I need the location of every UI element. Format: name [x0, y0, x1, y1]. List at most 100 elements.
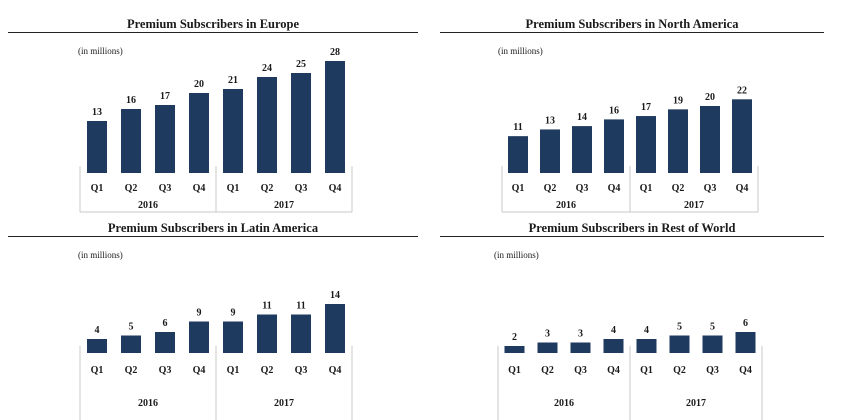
bar: [735, 332, 756, 353]
chart-title: Premium Subscribers in Latin America: [107, 221, 319, 235]
bar-chart-north-america: 11 Q1 13 Q2 14 Q3 16 Q4 17 Q1 19 Q2 20 Q3 22 Q4 2016 2017: [501, 85, 759, 213]
x-tick-label: Q4: [608, 183, 621, 194]
data-label: 4: [95, 325, 100, 336]
data-label: 17: [641, 102, 651, 113]
bar: [603, 339, 624, 353]
chart-panel-latin-america: Premium Subscribers in Latin America (in…: [8, 220, 418, 420]
bar: [223, 89, 243, 173]
x-tick-label: Q4: [329, 365, 342, 376]
chart-title: Premium Subscribers in North America: [525, 17, 739, 31]
x-tick-label: Q4: [193, 183, 206, 194]
x-tick-label: Q4: [607, 365, 620, 376]
x-tick-label: Q3: [159, 183, 172, 194]
bar: [189, 93, 209, 173]
data-label: 24: [262, 63, 272, 74]
year-group-label: 2016: [138, 200, 158, 211]
bar-chart-rest-of-world: 2 Q1 3 Q2 3 Q3 4 Q4 4 Q1 5 Q2 5 Q3 6 Q4 2016 2017: [497, 318, 763, 420]
x-tick-label: Q1: [227, 183, 240, 194]
x-tick-label: Q1: [640, 365, 653, 376]
x-tick-label: Q2: [125, 365, 138, 376]
x-tick-label: Q3: [295, 365, 308, 376]
data-label: 16: [609, 105, 619, 116]
x-tick-label: Q2: [673, 365, 686, 376]
chart-panel-europe: Premium Subscribers in Europe (in millio…: [8, 16, 418, 216]
x-tick-label: Q3: [704, 183, 717, 194]
data-label: 28: [330, 47, 340, 58]
bar: [669, 335, 690, 353]
unit-label: (in millions): [494, 250, 539, 260]
data-label: 11: [262, 301, 271, 312]
bar: [732, 99, 752, 173]
year-group-label: 2016: [554, 398, 574, 409]
unit-label: (in millions): [78, 46, 123, 56]
title-divider: [8, 236, 418, 237]
data-label: 20: [705, 92, 715, 103]
x-tick-label: Q2: [672, 183, 685, 194]
bar: [223, 321, 243, 353]
bar: [257, 314, 277, 353]
bar: [257, 77, 277, 173]
bar: [570, 342, 591, 353]
x-tick-label: Q1: [91, 183, 104, 194]
x-tick-label: Q3: [706, 365, 719, 376]
x-tick-label: Q3: [574, 365, 587, 376]
chart-panel-north-america: Premium Subscribers in North America (in…: [440, 16, 824, 216]
bar: [702, 335, 723, 353]
bar: [155, 332, 175, 353]
year-group-label: 2016: [138, 398, 158, 409]
year-group-label: 2017: [686, 398, 706, 409]
bar: [604, 119, 624, 173]
data-label: 13: [92, 107, 102, 118]
bar: [325, 304, 345, 353]
x-tick-label: Q1: [91, 365, 104, 376]
year-group-label: 2017: [684, 200, 704, 211]
bar: [636, 339, 657, 353]
chart-panel-rest-of-world: Premium Subscribers in Rest of World (in…: [440, 220, 824, 420]
data-label: 3: [545, 329, 550, 340]
x-tick-label: Q1: [640, 183, 653, 194]
title-divider: [440, 32, 824, 33]
data-label: 5: [710, 322, 715, 333]
data-label: 14: [577, 112, 587, 123]
year-group-label: 2017: [274, 200, 294, 211]
bar: [87, 339, 107, 353]
year-group-label: 2016: [556, 200, 576, 211]
data-label: 19: [673, 95, 683, 106]
bar: [121, 335, 141, 353]
data-label: 25: [296, 59, 306, 70]
x-tick-label: Q2: [125, 183, 138, 194]
bar: [155, 105, 175, 173]
x-tick-label: Q4: [329, 183, 342, 194]
data-label: 5: [677, 322, 682, 333]
chart-title: Premium Subscribers in Europe: [126, 17, 300, 31]
x-tick-label: Q3: [295, 183, 308, 194]
unit-label: (in millions): [498, 46, 543, 56]
chart-title: Premium Subscribers in Rest of World: [528, 221, 736, 235]
data-label: 21: [228, 75, 238, 86]
data-label: 11: [296, 301, 305, 312]
data-label: 9: [197, 308, 202, 319]
data-label: 4: [611, 325, 616, 336]
data-label: 9: [231, 308, 236, 319]
bar: [189, 321, 209, 353]
x-tick-label: Q1: [512, 183, 525, 194]
x-tick-label: Q3: [159, 365, 172, 376]
data-label: 5: [129, 322, 134, 333]
bar: [504, 346, 525, 353]
bar-chart-latin-america: 4 Q1 5 Q2 6 Q3 9 Q4 9 Q1 11 Q2 11 Q3 14 Q4 2016 2017: [79, 290, 353, 420]
x-tick-label: Q3: [576, 183, 589, 194]
year-group-label: 2017: [274, 398, 294, 409]
data-label: 11: [513, 122, 522, 133]
bar: [508, 136, 528, 173]
x-tick-label: Q2: [544, 183, 557, 194]
x-tick-label: Q4: [739, 365, 752, 376]
data-label: 16: [126, 95, 136, 106]
bar-chart-europe: 13 Q1 16 Q2 17 Q3 20 Q4 21 Q1 24 Q2 25 Q3 28 Q4 2016 2017: [79, 47, 353, 213]
data-label: 6: [163, 318, 168, 329]
bar: [700, 106, 720, 173]
x-tick-label: Q4: [193, 365, 206, 376]
bar: [537, 342, 558, 353]
bar: [572, 126, 592, 173]
data-label: 13: [545, 115, 555, 126]
x-tick-label: Q2: [541, 365, 554, 376]
